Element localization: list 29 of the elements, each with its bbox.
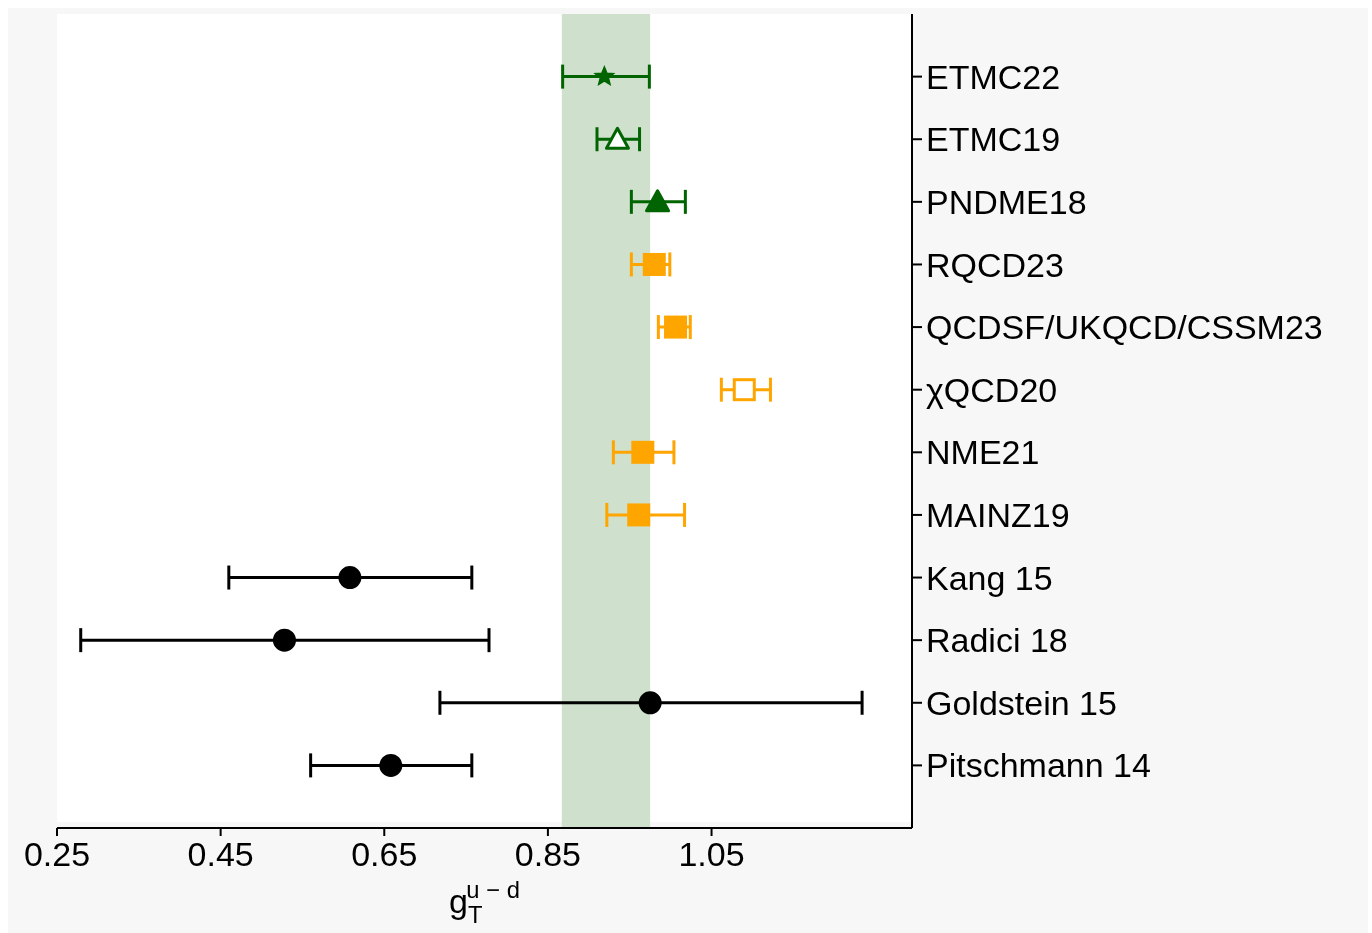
point bbox=[338, 566, 362, 590]
point bbox=[272, 628, 296, 652]
x-tick-label: 0.45 bbox=[187, 835, 254, 874]
y-tick-label: Pitschmann 14 bbox=[926, 746, 1151, 785]
x-tick-label: 1.05 bbox=[678, 835, 745, 874]
y-tick-label: Goldstein 15 bbox=[926, 683, 1117, 722]
point bbox=[732, 378, 756, 402]
y-tick-label: MAINZ19 bbox=[926, 495, 1070, 534]
point bbox=[664, 315, 688, 339]
y-tick-label: Kang 15 bbox=[926, 558, 1053, 597]
y-tick-label: χQCD20 bbox=[926, 370, 1058, 409]
x-tick-label: 0.65 bbox=[351, 835, 418, 874]
point bbox=[642, 252, 666, 276]
y-tick-label: QCDSF/UKQCD/CSSM23 bbox=[926, 308, 1323, 347]
y-tick-label: ETMC19 bbox=[926, 120, 1061, 159]
x-tick-label: 0.85 bbox=[514, 835, 581, 874]
y-tick-label: PNDME18 bbox=[926, 182, 1087, 221]
point bbox=[627, 503, 651, 527]
y-tick-label: ETMC22 bbox=[926, 57, 1061, 96]
y-tick-label: NME21 bbox=[926, 433, 1040, 472]
y-tick-label: Radici 18 bbox=[926, 621, 1068, 660]
y-tick-label: RQCD23 bbox=[926, 245, 1064, 284]
point bbox=[631, 440, 655, 464]
point bbox=[638, 691, 662, 715]
point bbox=[645, 189, 671, 213]
x-tick-label: 0.25 bbox=[23, 835, 91, 874]
point bbox=[379, 753, 403, 777]
point bbox=[594, 66, 614, 85]
point bbox=[604, 126, 630, 150]
